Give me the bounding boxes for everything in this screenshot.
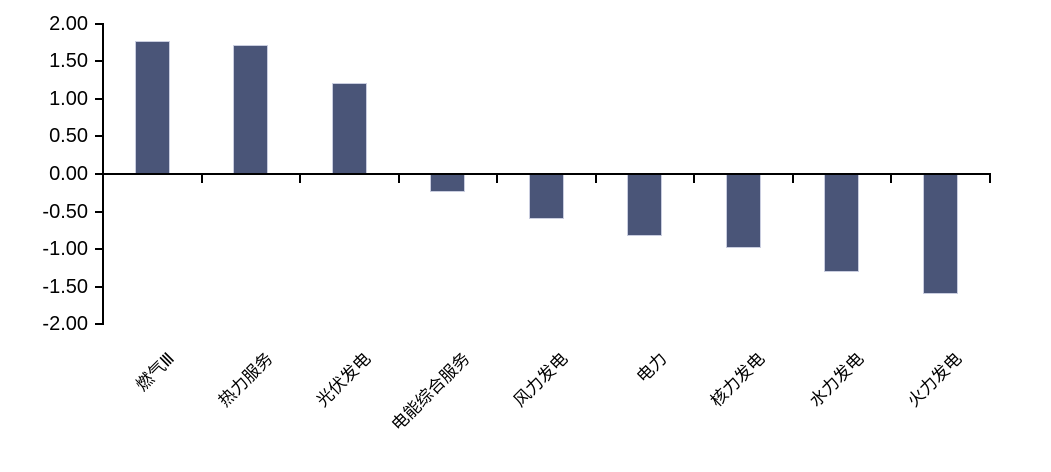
bar (922, 174, 958, 295)
y-axis-tick-label: -2.00 (42, 313, 88, 336)
bar (233, 44, 269, 174)
x-axis-tick (890, 175, 892, 183)
x-axis-tick (791, 175, 794, 183)
y-axis-tick (95, 173, 103, 175)
bar (528, 174, 564, 220)
y-axis-tick (95, 97, 103, 100)
y-axis-tick (95, 22, 103, 25)
y-axis-tick-label: -1.00 (42, 238, 88, 261)
x-axis-category-label: 热力服务 (214, 349, 277, 411)
x-axis-category-label: 核力发电 (707, 349, 769, 411)
x-axis-category-label: 水力发电 (805, 349, 868, 411)
bar (430, 174, 466, 193)
x-axis-category-label: 光伏发电 (313, 349, 375, 411)
y-axis-tick-label: -0.50 (42, 200, 88, 223)
bar (824, 174, 860, 273)
y-axis-tick (95, 60, 103, 63)
y-axis-tick (95, 135, 103, 138)
bar (331, 83, 367, 174)
x-axis-category-label: 风力发电 (510, 349, 572, 411)
x-axis-tick (397, 175, 400, 183)
x-axis-tick (496, 175, 498, 183)
x-axis-category-label: 火力发电 (904, 349, 966, 411)
y-axis-tick-label: 1.50 (49, 50, 88, 73)
bar (134, 41, 170, 174)
y-axis-tick-label: 1.00 (49, 87, 88, 110)
x-axis-tick (988, 175, 991, 183)
x-axis-category-label: 电能综合服务 (387, 349, 474, 435)
y-axis-tick (95, 285, 103, 288)
x-axis-tick (299, 175, 301, 183)
y-axis-tick-label: 2.00 (49, 12, 88, 35)
y-axis-tick (95, 323, 103, 326)
y-axis-tick-label: -1.50 (42, 275, 88, 298)
y-axis-tick (95, 248, 103, 251)
y-axis-tick (95, 210, 103, 213)
y-axis-tick-label: 0.00 (49, 163, 88, 185)
x-axis-zero-line (102, 173, 991, 175)
bar (725, 174, 761, 249)
x-axis-category-label: 燃气Ⅲ (131, 349, 178, 395)
bar (627, 174, 663, 237)
x-axis-tick (594, 175, 597, 183)
x-axis-category-label: 电力 (632, 349, 671, 387)
y-axis-tick-label: 0.50 (49, 125, 88, 148)
x-axis-tick (693, 175, 695, 183)
x-axis-tick (200, 175, 203, 183)
